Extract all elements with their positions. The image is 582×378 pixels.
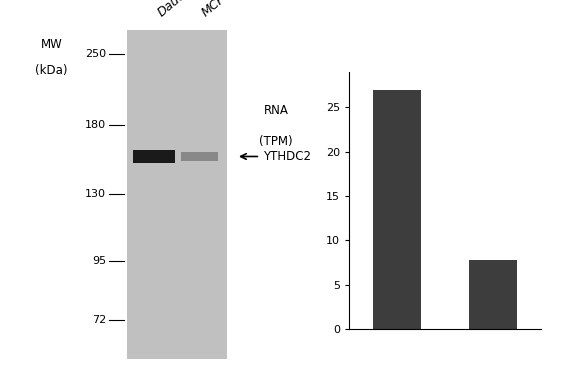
Text: 130: 130: [85, 189, 106, 199]
Text: YTHDC2: YTHDC2: [263, 150, 311, 163]
Bar: [133, 150, 175, 163]
Text: 180: 180: [85, 119, 106, 130]
Text: Daudi: Daudi: [155, 0, 191, 19]
Bar: [373, 90, 421, 329]
Text: 95: 95: [92, 256, 106, 266]
Text: MW: MW: [41, 38, 62, 51]
Text: RNA: RNA: [264, 104, 289, 117]
Text: (TPM): (TPM): [260, 135, 293, 148]
Bar: [181, 152, 218, 161]
Text: (kDa): (kDa): [35, 64, 68, 77]
Bar: [127, 30, 227, 359]
Text: 72: 72: [92, 315, 106, 325]
Text: MCF-7: MCF-7: [199, 0, 237, 19]
Text: 250: 250: [85, 50, 106, 59]
Bar: [469, 260, 517, 329]
